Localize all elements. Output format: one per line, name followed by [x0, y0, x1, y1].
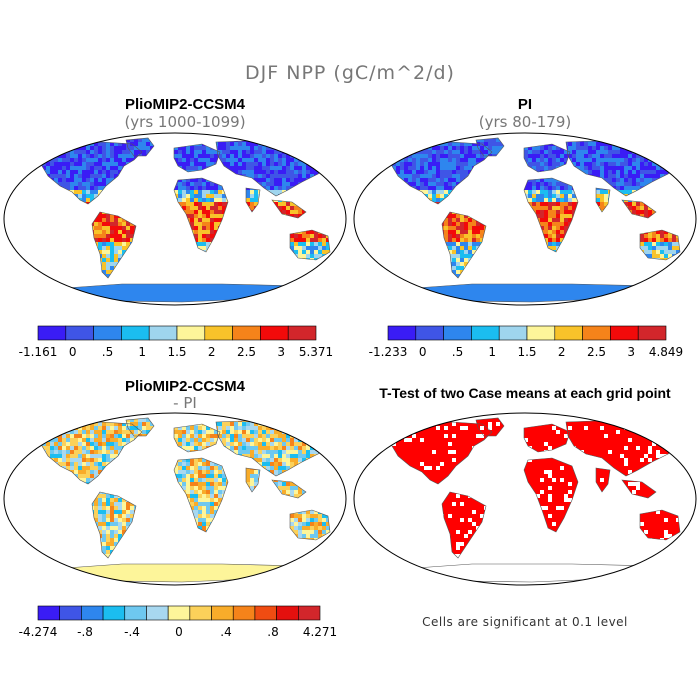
colorbar-tick-label: 3: [277, 345, 285, 359]
colorbar-tick-label: 4.849: [649, 345, 683, 359]
colorbar-tick-label: -1.161: [19, 345, 58, 359]
colorbar-tick-label: 0: [419, 345, 427, 359]
colorbar-swatch: [554, 325, 583, 341]
colorbar-tick-label: .4: [220, 625, 231, 639]
colorbar-swatch: [121, 325, 150, 341]
colorbar-tick-label: 5.371: [299, 345, 333, 359]
colorbar-swatch: [232, 605, 256, 621]
colorbar-swatch: [37, 605, 60, 621]
colorbar-swatch: [102, 605, 126, 621]
colorbar-tick-label: 2: [208, 345, 216, 359]
colorbar-swatch: [443, 325, 472, 341]
colorbar-swatch: [276, 605, 299, 621]
colorbar-pliomip2: -1.161 0 .5 1 1.5 2 2.5 3 5.371: [19, 325, 333, 359]
colorbar-pi: -1.233 0 .5 1 1.5 2 2.5 3 4.849: [369, 325, 683, 359]
colorbar-swatch: [124, 605, 147, 621]
colorbar-swatch: [254, 605, 277, 621]
main-title: DJF NPP (gC/m^2/d): [245, 62, 455, 84]
colorbar-swatch: [59, 605, 82, 621]
colorbar-tick-label: 1.5: [517, 345, 536, 359]
colorbar-tick-label: .8: [267, 625, 278, 639]
colorbar-tick-label: 4.271: [303, 625, 337, 639]
panel3-subtitle: - PI: [173, 394, 197, 412]
panel1-subtitle: (yrs 1000-1099): [124, 113, 246, 131]
panel4-title: T-Test of two Case means at each grid po…: [379, 385, 671, 401]
colorbar-tick-label: .5: [452, 345, 463, 359]
map-difference: [3, 412, 347, 586]
significance-note: Cells are significant at 0.1 level: [422, 615, 628, 629]
colorbar-swatch: [582, 325, 611, 341]
panel1-title: PlioMIP2-CCSM4: [124, 96, 245, 113]
colorbar-swatch: [211, 605, 234, 621]
colorbar-tick-label: 2.5: [587, 345, 606, 359]
colorbar-tick-label: 2: [558, 345, 566, 359]
colorbar-tick-label: -.4: [124, 625, 140, 639]
colorbar-tick-label: 1: [488, 345, 496, 359]
colorbar-swatch: [204, 325, 233, 341]
colorbar-tick-label: 1.5: [167, 345, 186, 359]
colorbar-swatch: [415, 325, 444, 341]
colorbar-tick-label: 2.5: [237, 345, 256, 359]
colorbar-swatch: [232, 325, 261, 341]
colorbar-swatch: [148, 325, 178, 341]
colorbar-swatch: [287, 325, 317, 341]
map-ttest: [353, 412, 697, 586]
colorbar-tick-label: 0: [175, 625, 183, 639]
colorbar-swatch: [498, 325, 528, 341]
map-pi: [353, 132, 697, 306]
colorbar-swatch: [526, 325, 556, 341]
colorbar-difference: -4.274 -.8 -.4 0 .4 .8 4.271: [19, 605, 337, 639]
colorbar-tick-label: -4.274: [19, 625, 58, 639]
colorbar-swatch: [610, 325, 639, 341]
panel2-title: PI: [517, 96, 533, 113]
colorbar-swatch: [298, 605, 321, 621]
colorbar-swatch: [65, 325, 94, 341]
colorbar-tick-label: 1: [138, 345, 146, 359]
colorbar-tick-label: -1.233: [369, 345, 408, 359]
colorbar-tick-label: 3: [627, 345, 635, 359]
colorbar-swatch: [176, 325, 206, 341]
colorbar-swatch: [167, 605, 191, 621]
colorbar-swatch: [637, 325, 667, 341]
panel3-title: PlioMIP2-CCSM4: [124, 378, 245, 395]
colorbar-tick-label: -.8: [77, 625, 93, 639]
colorbar-swatch: [37, 325, 67, 341]
colorbar-swatch: [93, 325, 122, 341]
colorbar-swatch: [81, 605, 104, 621]
colorbar-swatch: [471, 325, 500, 341]
panel2-subtitle: (yrs 80-179): [478, 113, 572, 131]
colorbar-swatch: [189, 605, 212, 621]
colorbar-tick-label: .5: [102, 345, 113, 359]
map-pliomip2-ccsm4: [3, 132, 347, 306]
colorbar-tick-label: 0: [69, 345, 77, 359]
colorbar-swatch: [146, 605, 169, 621]
colorbar-swatch: [387, 325, 417, 341]
colorbar-swatch: [260, 325, 289, 341]
